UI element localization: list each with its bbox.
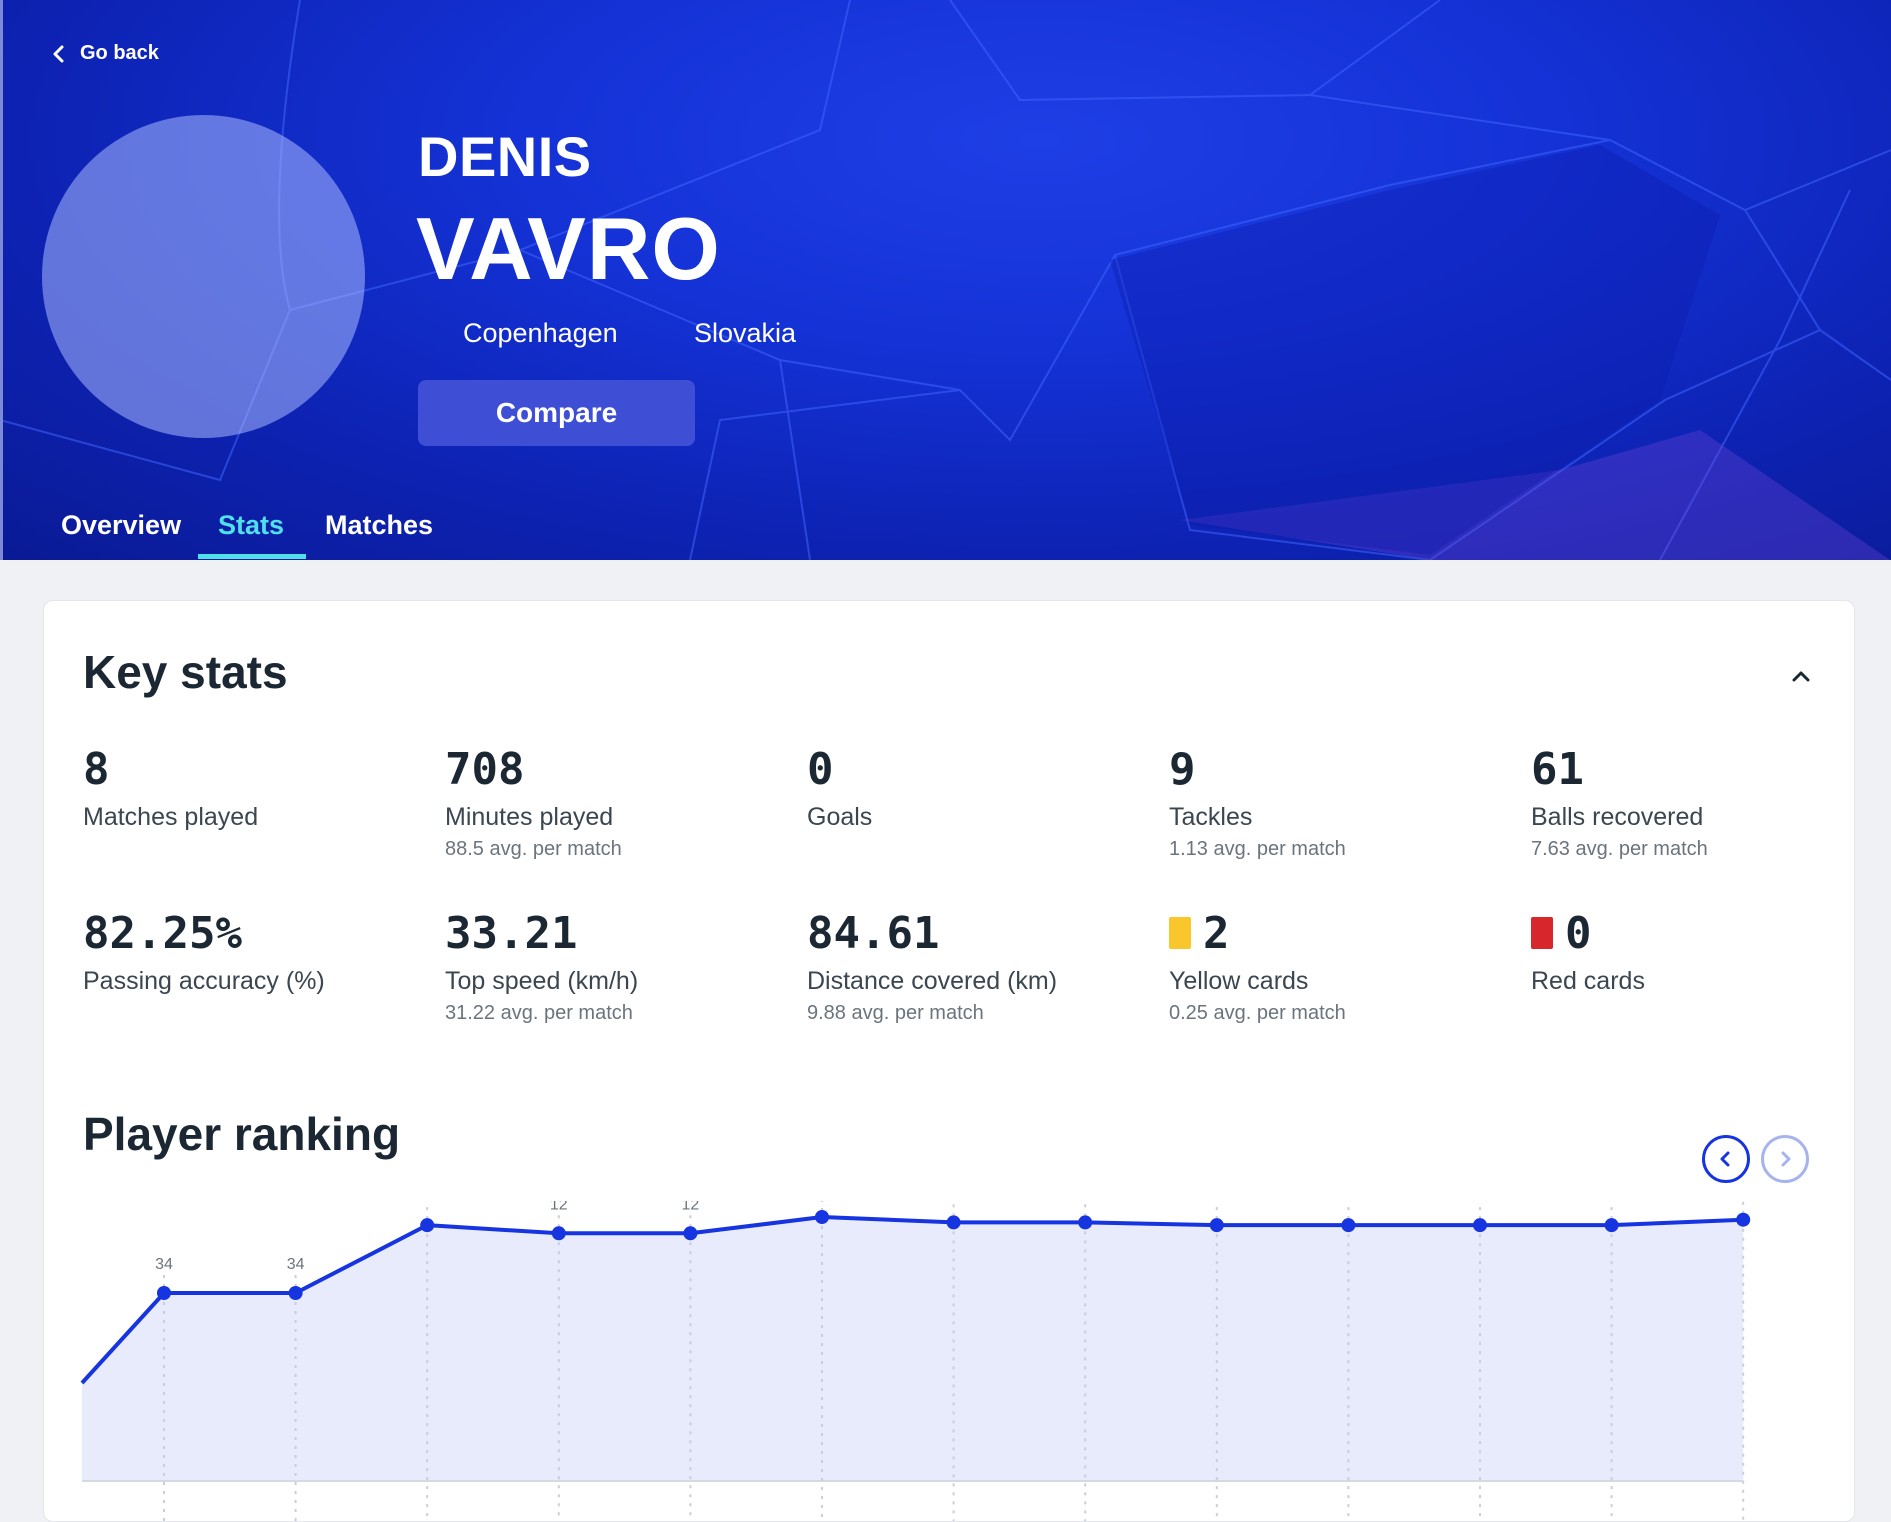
stat-average: 9.88 avg. per match bbox=[807, 1002, 1147, 1025]
tab-overview[interactable]: Overview bbox=[61, 510, 181, 541]
yellow-card-icon bbox=[1169, 917, 1191, 949]
stat-label: Yellow cards bbox=[1169, 967, 1509, 996]
red-card-icon bbox=[1531, 917, 1553, 949]
chevron-left-icon bbox=[1716, 1149, 1736, 1169]
ranking-point bbox=[947, 1215, 961, 1229]
ranking-value-label: 9 bbox=[1607, 1201, 1616, 1205]
ranking-value-label: 12 bbox=[682, 1201, 700, 1213]
stat-label: Goals bbox=[807, 803, 1147, 832]
ranking-point bbox=[1736, 1213, 1750, 1227]
stat-tackles: 9 Tackles 1.13 avg. per match bbox=[1169, 743, 1509, 861]
player-ranking-chart: 34349121268899997 bbox=[44, 1201, 1852, 1521]
stat-passing-accuracy: 82.25% Passing accuracy (%) bbox=[83, 907, 423, 996]
stat-value: 33.21 bbox=[445, 907, 785, 959]
ranking-value-label: 8 bbox=[1081, 1201, 1090, 1202]
go-back-label: Go back bbox=[80, 42, 159, 65]
ranking-value-label: 9 bbox=[1212, 1201, 1221, 1205]
ranking-prev-button[interactable] bbox=[1702, 1135, 1750, 1183]
stat-label: Red cards bbox=[1531, 967, 1871, 996]
chevron-right-icon bbox=[1775, 1149, 1795, 1169]
stat-minutes-played: 708 Minutes played 88.5 avg. per match bbox=[445, 743, 785, 861]
ranking-point bbox=[289, 1286, 303, 1300]
ranking-value-label: 9 bbox=[423, 1201, 432, 1205]
stat-label: Minutes played bbox=[445, 803, 785, 832]
ranking-value-label: 9 bbox=[1476, 1201, 1485, 1205]
stat-label: Top speed (km/h) bbox=[445, 967, 785, 996]
ranking-point bbox=[1341, 1218, 1355, 1232]
ranking-area bbox=[82, 1217, 1743, 1481]
stat-value: 9 bbox=[1169, 743, 1509, 795]
stat-average: 7.63 avg. per match bbox=[1531, 838, 1871, 861]
stat-value: 82.25% bbox=[83, 907, 423, 959]
stat-top-speed: 33.21 Top speed (km/h) 31.22 avg. per ma… bbox=[445, 907, 785, 1025]
tab-matches[interactable]: Matches bbox=[325, 510, 433, 541]
stat-average: 88.5 avg. per match bbox=[445, 838, 785, 861]
ranking-point bbox=[1605, 1218, 1619, 1232]
stat-value: 8 bbox=[83, 743, 423, 795]
stat-average: 0.25 avg. per match bbox=[1169, 1002, 1509, 1025]
stat-yellow-cards: 2 Yellow cards 0.25 avg. per match bbox=[1169, 907, 1509, 1025]
ranking-point bbox=[683, 1226, 697, 1240]
go-back-link[interactable]: Go back bbox=[52, 42, 159, 65]
stat-distance-covered: 84.61 Distance covered (km) 9.88 avg. pe… bbox=[807, 907, 1147, 1025]
ranking-value-label: 12 bbox=[550, 1201, 568, 1213]
stat-label: Distance covered (km) bbox=[807, 967, 1147, 996]
ranking-point bbox=[1078, 1215, 1092, 1229]
chevron-left-icon bbox=[52, 44, 66, 64]
stat-value: 708 bbox=[445, 743, 785, 795]
stat-matches-played: 8 Matches played bbox=[83, 743, 423, 832]
key-stats-title: Key stats bbox=[83, 645, 288, 699]
stat-red-cards: 0 Red cards bbox=[1531, 907, 1871, 996]
stat-goals: 0 Goals bbox=[807, 743, 1147, 832]
ranking-point bbox=[1210, 1218, 1224, 1232]
ranking-value-label: 34 bbox=[287, 1256, 305, 1273]
stat-label: Tackles bbox=[1169, 803, 1509, 832]
player-first-name: DENIS bbox=[418, 124, 592, 189]
active-tab-indicator bbox=[198, 554, 306, 559]
stat-value: 2 bbox=[1203, 908, 1230, 959]
player-last-name: VAVRO bbox=[416, 198, 721, 300]
stat-value: 0 bbox=[807, 743, 1147, 795]
stat-balls-recovered: 61 Balls recovered 7.63 avg. per match bbox=[1531, 743, 1871, 861]
stat-label: Balls recovered bbox=[1531, 803, 1871, 832]
stat-average: 1.13 avg. per match bbox=[1169, 838, 1509, 861]
ranking-value-label: 34 bbox=[155, 1256, 173, 1273]
chevron-up-icon[interactable] bbox=[1786, 661, 1816, 691]
stat-value: 61 bbox=[1531, 743, 1871, 795]
player-avatar bbox=[42, 115, 365, 438]
stat-value: 84.61 bbox=[807, 907, 1147, 959]
ranking-next-button[interactable] bbox=[1761, 1135, 1809, 1183]
tab-stats[interactable]: Stats bbox=[218, 510, 284, 541]
ranking-value-label: 8 bbox=[949, 1201, 958, 1202]
window-edge bbox=[0, 0, 3, 560]
ranking-point bbox=[157, 1286, 171, 1300]
ranking-point bbox=[1473, 1218, 1487, 1232]
player-header: Go back DENIS VAVRO Copenhagen Slovakia … bbox=[0, 0, 1891, 560]
player-nation[interactable]: Slovakia bbox=[694, 318, 796, 349]
compare-button[interactable]: Compare bbox=[418, 380, 695, 446]
stat-label: Passing accuracy (%) bbox=[83, 967, 423, 996]
stat-average: 31.22 avg. per match bbox=[445, 1002, 785, 1025]
ranking-point bbox=[420, 1218, 434, 1232]
player-ranking-title: Player ranking bbox=[83, 1107, 400, 1161]
ranking-point bbox=[815, 1210, 829, 1224]
ranking-point bbox=[552, 1226, 566, 1240]
stat-label: Matches played bbox=[83, 803, 423, 832]
ranking-value-label: 9 bbox=[1344, 1201, 1353, 1205]
stat-value: 0 bbox=[1565, 908, 1592, 959]
stats-card: Key stats 8 Matches played 708 Minutes p… bbox=[43, 600, 1855, 1522]
player-club[interactable]: Copenhagen bbox=[463, 318, 618, 349]
